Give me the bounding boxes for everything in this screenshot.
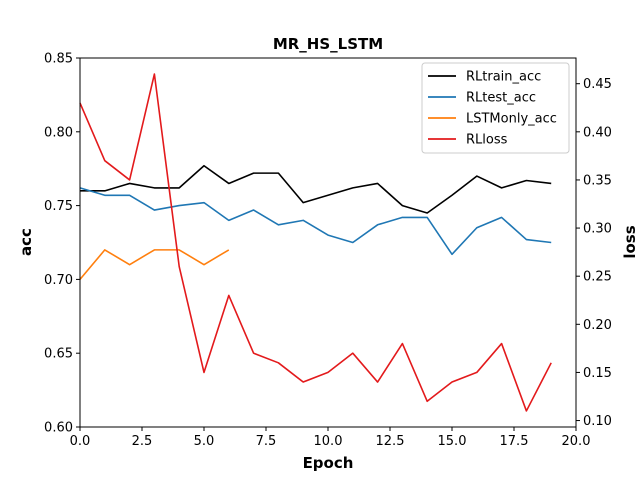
y-right-tick-label: 0.20 <box>583 318 612 333</box>
y-left-tick-label: 0.65 <box>44 347 73 362</box>
x-tick-label: 2.5 <box>132 434 153 449</box>
y-right-tick-label: 0.35 <box>583 173 612 188</box>
x-axis: 0.0 2.5 5.0 7.5 10.0 12.5 15.0 17.5 20.0 <box>70 427 591 449</box>
y-axis-right: 0.10 0.15 0.20 0.25 0.30 0.35 0.40 0.45 <box>576 77 612 429</box>
y-axis-left-title: acc <box>17 228 35 256</box>
series-line-RLtrain_acc <box>80 164 552 214</box>
y-left-tick-label: 0.70 <box>44 273 73 288</box>
x-axis-title: Epoch <box>303 454 354 472</box>
x-tick-label: 20.0 <box>562 434 591 449</box>
y-axis-right-title: loss <box>621 225 639 258</box>
y-left-tick-label: 0.75 <box>44 199 73 214</box>
legend-label: RLtest_acc <box>466 91 536 106</box>
y-right-tick-label: 0.10 <box>583 414 612 429</box>
y-right-tick-label: 0.45 <box>583 77 612 92</box>
y-right-tick-label: 0.40 <box>583 125 612 140</box>
y-right-tick-label: 0.15 <box>583 366 612 381</box>
y-axis-left: 0.60 0.65 0.70 0.75 0.80 0.85 <box>44 52 80 436</box>
legend-box <box>421 62 570 154</box>
x-tick-label: 15.0 <box>438 434 467 449</box>
chart-title: MR_HS_LSTM <box>273 35 383 53</box>
x-tick-label: 0.0 <box>70 434 91 449</box>
x-tick-label: 10.0 <box>314 434 343 449</box>
series-line-LSTMonly_acc <box>79 249 230 280</box>
legend-label: RLtrain_acc <box>466 70 541 85</box>
series-layer <box>79 73 552 412</box>
x-tick-label: 5.0 <box>194 434 215 449</box>
y-right-tick-label: 0.30 <box>583 222 612 237</box>
y-right-tick-label: 0.25 <box>583 270 612 285</box>
series-line-RLloss <box>79 73 552 412</box>
series-line-RLtest_acc <box>79 187 552 256</box>
x-tick-label: 7.5 <box>256 434 277 449</box>
x-tick-label: 12.5 <box>376 434 405 449</box>
legend-label: LSTMonly_acc <box>466 112 557 127</box>
y-left-tick-label: 0.80 <box>44 125 73 140</box>
x-tick-label: 17.5 <box>500 434 529 449</box>
y-left-tick-label: 0.85 <box>44 52 73 67</box>
legend-label: RLloss <box>466 133 508 148</box>
y-left-tick-label: 0.60 <box>44 421 73 436</box>
legend: RLtrain_acc RLtest_acc LSTMonly_acc RLloss <box>421 62 570 154</box>
